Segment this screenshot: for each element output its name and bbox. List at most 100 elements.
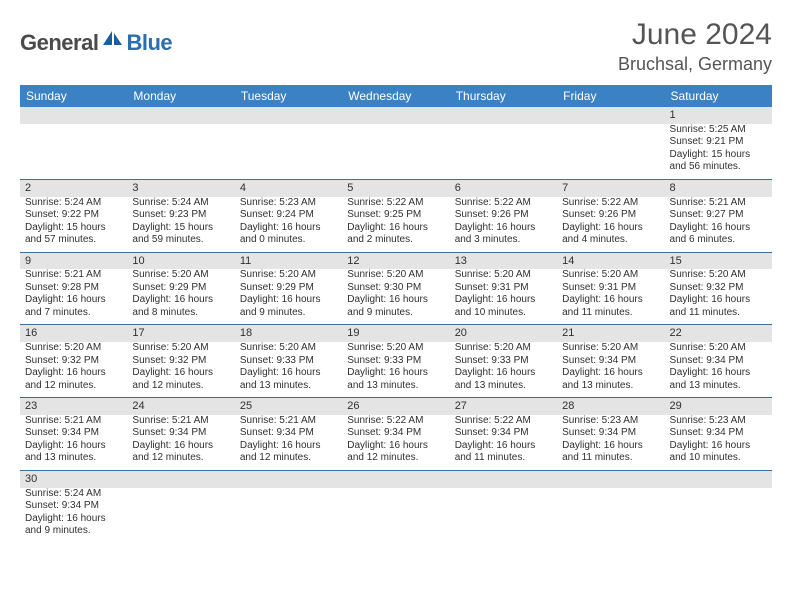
sunset-text: Sunset: 9:33 PM	[240, 355, 337, 368]
day-info: Sunrise: 5:20 AMSunset: 9:33 PMDaylight:…	[450, 342, 557, 397]
sunset-text: Sunset: 9:34 PM	[240, 427, 337, 440]
sunset-text: Sunset: 9:34 PM	[25, 500, 122, 513]
sunrise-text: Sunrise: 5:22 AM	[347, 415, 444, 428]
empty-cell	[557, 488, 664, 543]
day-info: Sunrise: 5:23 AMSunset: 9:24 PMDaylight:…	[235, 197, 342, 252]
sunrise-text: Sunrise: 5:20 AM	[562, 269, 659, 282]
daynum-row: 2345678	[20, 179, 772, 196]
sunrise-text: Sunrise: 5:23 AM	[670, 415, 767, 428]
sunset-text: Sunset: 9:27 PM	[670, 209, 767, 222]
day-number: 18	[235, 325, 342, 342]
header: General Blue June 2024 Bruchsal, Germany	[20, 18, 772, 75]
sunrise-text: Sunrise: 5:20 AM	[132, 342, 229, 355]
calendar-table: Sunday Monday Tuesday Wednesday Thursday…	[20, 85, 772, 543]
sunset-text: Sunset: 9:31 PM	[455, 282, 552, 295]
weekday-tuesday: Tuesday	[235, 85, 342, 107]
day-number: 14	[557, 252, 664, 269]
day-number: 6	[450, 179, 557, 196]
info-row: Sunrise: 5:21 AMSunset: 9:34 PMDaylight:…	[20, 415, 772, 470]
sunrise-text: Sunrise: 5:20 AM	[132, 269, 229, 282]
daylight-text: Daylight: 16 hours and 13 minutes.	[347, 367, 444, 392]
sunrise-text: Sunrise: 5:21 AM	[240, 415, 337, 428]
daylight-text: Daylight: 16 hours and 9 minutes.	[240, 294, 337, 319]
empty-daynum	[557, 107, 664, 124]
weekday-header-row: Sunday Monday Tuesday Wednesday Thursday…	[20, 85, 772, 107]
daylight-text: Daylight: 16 hours and 8 minutes.	[132, 294, 229, 319]
sunset-text: Sunset: 9:23 PM	[132, 209, 229, 222]
day-number-label: 17	[132, 327, 144, 339]
day-number: 25	[235, 398, 342, 415]
info-row: Sunrise: 5:24 AMSunset: 9:22 PMDaylight:…	[20, 197, 772, 252]
empty-cell	[557, 124, 664, 179]
day-number: 16	[20, 325, 127, 342]
day-number: 24	[127, 398, 234, 415]
sunset-text: Sunset: 9:34 PM	[25, 427, 122, 440]
empty-cell	[450, 124, 557, 179]
day-number: 23	[20, 398, 127, 415]
empty-daynum	[235, 107, 342, 124]
day-number: 2	[20, 179, 127, 196]
day-number: 7	[557, 179, 664, 196]
day-number: 11	[235, 252, 342, 269]
daylight-text: Daylight: 16 hours and 9 minutes.	[25, 513, 122, 538]
sunset-text: Sunset: 9:32 PM	[25, 355, 122, 368]
sunrise-text: Sunrise: 5:20 AM	[562, 342, 659, 355]
day-number-label: 6	[455, 182, 461, 194]
daylight-text: Daylight: 15 hours and 57 minutes.	[25, 222, 122, 247]
sunrise-text: Sunrise: 5:20 AM	[670, 342, 767, 355]
sunset-text: Sunset: 9:33 PM	[347, 355, 444, 368]
day-info: Sunrise: 5:20 AMSunset: 9:34 PMDaylight:…	[557, 342, 664, 397]
day-info: Sunrise: 5:21 AMSunset: 9:28 PMDaylight:…	[20, 269, 127, 324]
sunset-text: Sunset: 9:26 PM	[455, 209, 552, 222]
day-number-label: 22	[670, 327, 682, 339]
day-info: Sunrise: 5:20 AMSunset: 9:29 PMDaylight:…	[127, 269, 234, 324]
sunset-text: Sunset: 9:34 PM	[347, 427, 444, 440]
day-number: 29	[665, 398, 772, 415]
day-number: 15	[665, 252, 772, 269]
day-info: Sunrise: 5:20 AMSunset: 9:31 PMDaylight:…	[450, 269, 557, 324]
sunset-text: Sunset: 9:28 PM	[25, 282, 122, 295]
day-number: 20	[450, 325, 557, 342]
daylight-text: Daylight: 16 hours and 11 minutes.	[562, 294, 659, 319]
day-number: 3	[127, 179, 234, 196]
day-info: Sunrise: 5:22 AMSunset: 9:34 PMDaylight:…	[450, 415, 557, 470]
day-info: Sunrise: 5:21 AMSunset: 9:34 PMDaylight:…	[20, 415, 127, 470]
day-number: 19	[342, 325, 449, 342]
sunset-text: Sunset: 9:34 PM	[455, 427, 552, 440]
daylight-text: Daylight: 16 hours and 12 minutes.	[240, 440, 337, 465]
day-number: 21	[557, 325, 664, 342]
daylight-text: Daylight: 16 hours and 10 minutes.	[455, 294, 552, 319]
day-number: 8	[665, 179, 772, 196]
daylight-text: Daylight: 16 hours and 2 minutes.	[347, 222, 444, 247]
day-number: 5	[342, 179, 449, 196]
sunset-text: Sunset: 9:32 PM	[132, 355, 229, 368]
daylight-text: Daylight: 15 hours and 56 minutes.	[670, 149, 767, 174]
day-number-label: 28	[562, 400, 574, 412]
day-number-label: 12	[347, 255, 359, 267]
day-info: Sunrise: 5:20 AMSunset: 9:33 PMDaylight:…	[342, 342, 449, 397]
daynum-row: 1	[20, 107, 772, 124]
day-info: Sunrise: 5:20 AMSunset: 9:29 PMDaylight:…	[235, 269, 342, 324]
daylight-text: Daylight: 16 hours and 0 minutes.	[240, 222, 337, 247]
sunset-text: Sunset: 9:34 PM	[670, 427, 767, 440]
sunset-text: Sunset: 9:34 PM	[670, 355, 767, 368]
empty-cell	[342, 124, 449, 179]
sunrise-text: Sunrise: 5:20 AM	[25, 342, 122, 355]
day-number-label: 16	[25, 327, 37, 339]
sunrise-text: Sunrise: 5:20 AM	[455, 269, 552, 282]
logo-text-blue: Blue	[126, 30, 172, 56]
day-info: Sunrise: 5:21 AMSunset: 9:34 PMDaylight:…	[235, 415, 342, 470]
day-number-label: 1	[670, 109, 676, 121]
sunrise-text: Sunrise: 5:23 AM	[240, 197, 337, 210]
sunrise-text: Sunrise: 5:20 AM	[347, 342, 444, 355]
day-number-label: 30	[25, 473, 37, 485]
daylight-text: Daylight: 16 hours and 13 minutes.	[25, 440, 122, 465]
day-info: Sunrise: 5:24 AMSunset: 9:34 PMDaylight:…	[20, 488, 127, 543]
day-number-label: 18	[240, 327, 252, 339]
day-info: Sunrise: 5:20 AMSunset: 9:32 PMDaylight:…	[20, 342, 127, 397]
day-number: 12	[342, 252, 449, 269]
day-number-label: 10	[132, 255, 144, 267]
daylight-text: Daylight: 16 hours and 11 minutes.	[670, 294, 767, 319]
day-number-label: 21	[562, 327, 574, 339]
empty-daynum	[235, 470, 342, 487]
